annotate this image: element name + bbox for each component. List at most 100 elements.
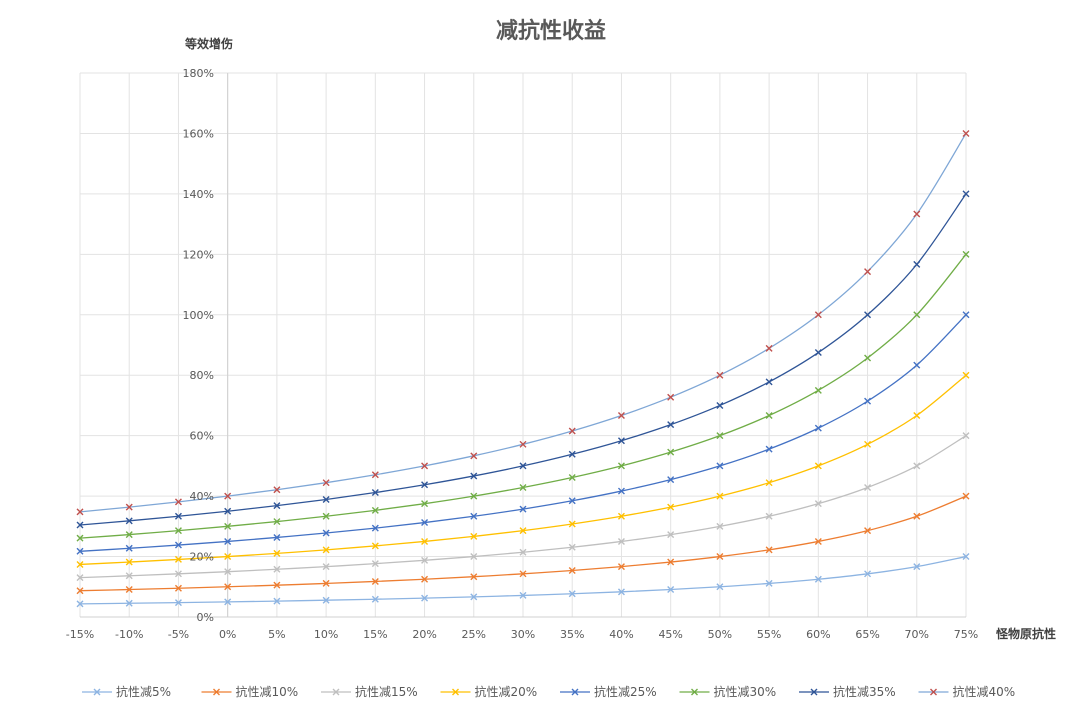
data-point: [864, 440, 872, 448]
x-tick-label: 50%: [708, 628, 732, 641]
data-point: [568, 450, 576, 458]
data-point: [617, 487, 625, 495]
data-point: [125, 517, 133, 525]
data-point: [814, 462, 822, 470]
x-tick-label: 65%: [855, 628, 879, 641]
data-point: [913, 462, 921, 470]
data-point: [667, 586, 675, 594]
legend-item: 抗性减5%: [82, 684, 171, 699]
data-point: [421, 575, 429, 583]
data-point: [864, 268, 872, 276]
data-point: [224, 553, 232, 561]
data-point: [716, 583, 724, 591]
y-tick-label: 40%: [190, 490, 214, 503]
data-point: [76, 534, 84, 542]
data-point: [962, 190, 970, 198]
data-point: [568, 520, 576, 528]
data-point: [814, 349, 822, 357]
data-point: [814, 311, 822, 319]
data-point: [174, 512, 182, 520]
data-point: [765, 579, 773, 587]
data-point: [667, 503, 675, 511]
data-point: [174, 541, 182, 549]
data-point: [913, 361, 921, 369]
y-tick-label: 0%: [197, 611, 214, 624]
data-point: [617, 563, 625, 571]
data-point: [962, 492, 970, 500]
data-point: [470, 593, 478, 601]
data-point: [814, 386, 822, 394]
data-point: [913, 311, 921, 319]
data-point: [421, 537, 429, 545]
data-point: [125, 572, 133, 580]
legend-swatch-marker: [213, 688, 220, 696]
data-point: [864, 483, 872, 491]
data-point: [371, 595, 379, 603]
data-point: [174, 555, 182, 563]
data-point: [716, 401, 724, 409]
legend-swatch-marker: [691, 688, 698, 696]
data-point: [371, 471, 379, 479]
y-tick-label: 60%: [190, 430, 214, 443]
data-point: [519, 591, 527, 599]
data-point: [125, 544, 133, 552]
data-point: [962, 553, 970, 561]
data-point: [864, 570, 872, 578]
data-point: [519, 505, 527, 513]
data-point: [617, 462, 625, 470]
data-point: [76, 574, 84, 582]
data-point: [716, 371, 724, 379]
data-point: [716, 553, 724, 561]
data-point: [174, 599, 182, 607]
data-point: [76, 587, 84, 595]
data-point: [76, 560, 84, 568]
data-point: [519, 483, 527, 491]
data-point: [913, 260, 921, 268]
data-point: [322, 563, 330, 571]
data-point: [568, 497, 576, 505]
data-point: [174, 584, 182, 592]
legend-label: 抗性减10%: [236, 684, 299, 699]
x-tick-label: -15%: [66, 628, 94, 641]
legend-label: 抗性减30%: [714, 684, 777, 699]
data-point: [568, 427, 576, 435]
x-tick-label: 20%: [412, 628, 436, 641]
data-point: [962, 311, 970, 319]
data-point: [913, 563, 921, 571]
legend-item: 抗性减35%: [799, 684, 896, 699]
data-point: [322, 512, 330, 520]
data-point: [470, 573, 478, 581]
y-tick-label: 120%: [183, 248, 214, 261]
data-point: [470, 553, 478, 561]
data-point: [322, 596, 330, 604]
tick-labels: 0% 20% 40% 60% 80% 100% 120% 140% 160% 180% -15% -1…: [66, 67, 978, 641]
data-point: [224, 568, 232, 576]
data-point: [716, 462, 724, 470]
data-point: [765, 412, 773, 420]
data-point: [421, 519, 429, 527]
x-tick-label: 15%: [363, 628, 387, 641]
data-point: [125, 531, 133, 539]
y-tick-label: 80%: [190, 369, 214, 382]
legend-swatch-marker: [810, 688, 818, 696]
data-point: [864, 311, 872, 319]
data-point: [716, 432, 724, 440]
x-tick-label: 5%: [268, 628, 285, 641]
data-point: [125, 503, 133, 511]
data-point: [617, 437, 625, 445]
data-point: [224, 583, 232, 591]
data-point: [470, 492, 478, 500]
data-point: [224, 598, 232, 606]
data-point: [125, 599, 133, 607]
data-point: [667, 448, 675, 456]
data-point: [273, 597, 281, 605]
legend-label: 抗性减20%: [475, 684, 538, 699]
data-point: [814, 500, 822, 508]
data-point: [864, 397, 872, 405]
y-tick-label: 180%: [183, 67, 214, 80]
data-point: [322, 529, 330, 537]
data-point: [913, 412, 921, 420]
data-point: [667, 531, 675, 539]
data-point: [814, 537, 822, 545]
data-point: [421, 462, 429, 470]
